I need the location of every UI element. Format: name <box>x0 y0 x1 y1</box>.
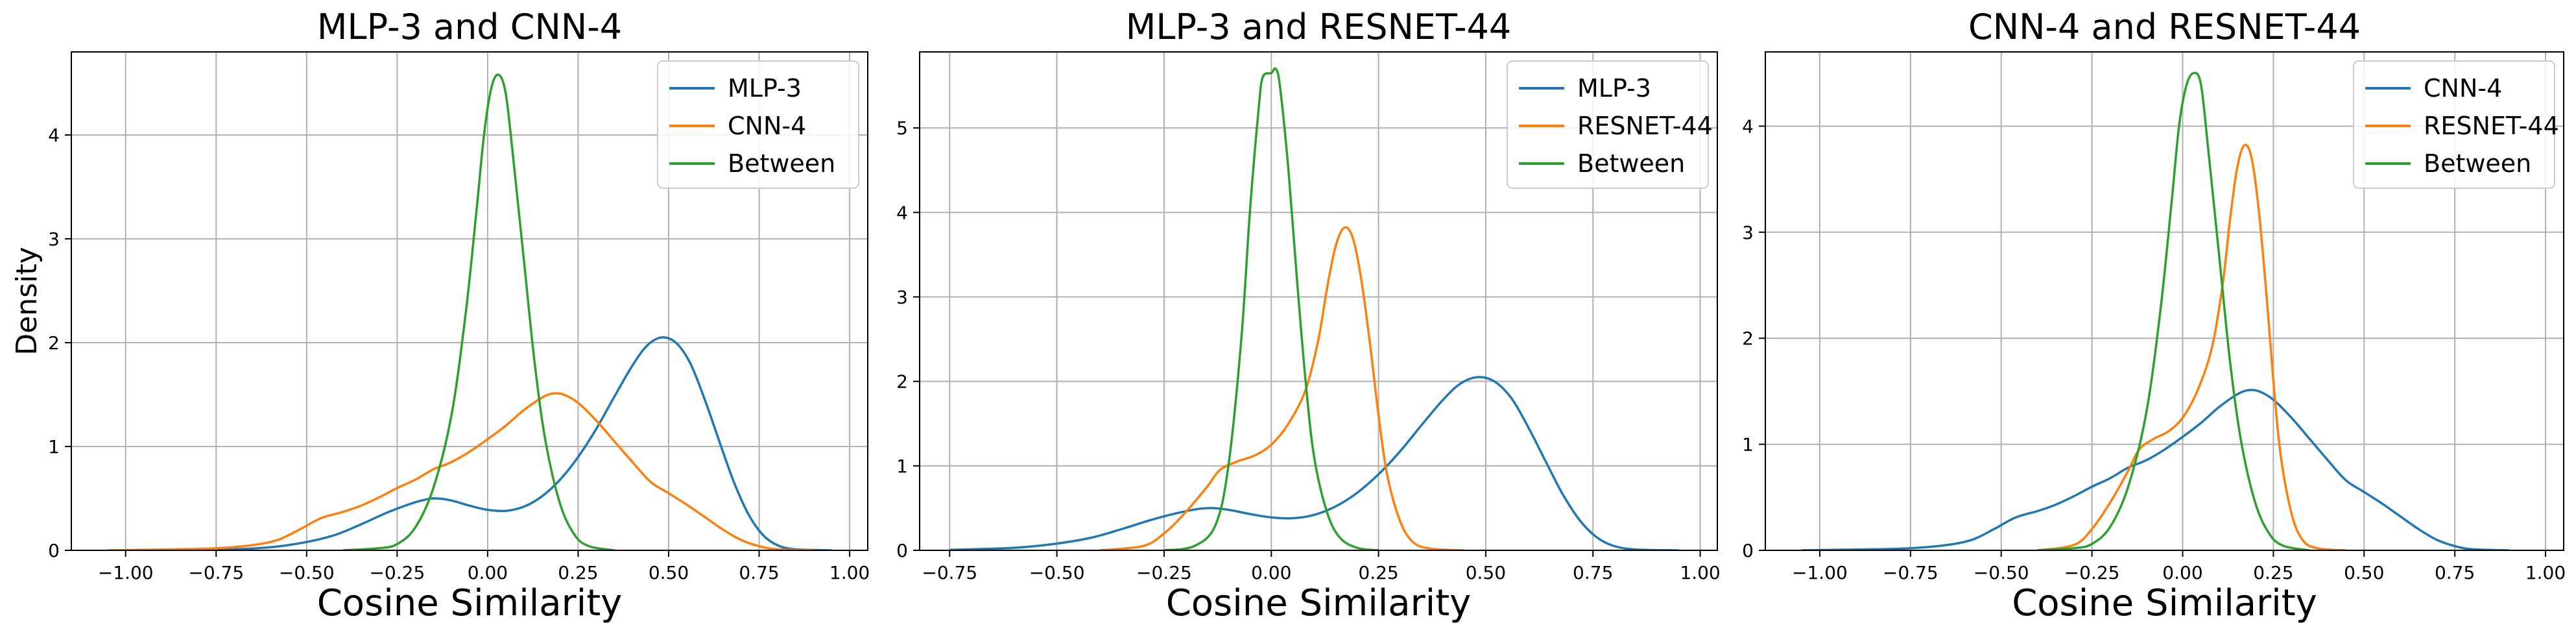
series-group <box>107 73 832 550</box>
legend-label: MLP-3 <box>728 74 802 103</box>
x-tick-label: 0.00 <box>468 562 508 583</box>
x-tick-label: −0.25 <box>369 562 425 583</box>
legend-label: CNN-4 <box>2424 74 2502 103</box>
legend-label: Between <box>1577 149 1685 178</box>
x-tick-label: 0.75 <box>2435 562 2475 583</box>
series-line-between <box>1163 67 1379 550</box>
legend-label: Between <box>728 149 835 178</box>
chart-title: CNN-4 and RESNET-44 <box>1968 6 2361 47</box>
legend: MLP-3 CNN-4 Between <box>657 60 859 189</box>
legend-box <box>657 60 859 189</box>
x-tick-label: −0.50 <box>1029 562 1085 583</box>
x-tick-label: 0.50 <box>1466 562 1506 583</box>
y-tick-label: 4 <box>48 125 60 146</box>
series-line-cnn-4 <box>1801 389 2510 550</box>
x-tick-label: 0.25 <box>558 562 598 583</box>
legend-label: Between <box>2424 149 2531 178</box>
legend-label: RESNET-44 <box>1577 112 1713 140</box>
x-tick-label: −0.25 <box>2064 562 2120 583</box>
legend-box <box>1507 60 1709 189</box>
y-tick-label: 0 <box>896 540 908 561</box>
x-axis-label: Cosine Similarity <box>1166 582 1472 624</box>
y-tick-label: 2 <box>48 332 60 354</box>
y-tick-label: 5 <box>896 117 908 139</box>
x-tick-label: 0.50 <box>2344 562 2384 583</box>
x-tick-label: 0.00 <box>1251 562 1291 583</box>
chart-panel-1: −1.00 −0.75 −0.50 −0.25 0.00 0.25 0.50 0.75 1.00… <box>10 6 870 624</box>
y-tick-label: 3 <box>48 228 60 250</box>
x-tick-label: 1.00 <box>1680 562 1720 583</box>
chart-panel-2: −0.75 −0.50 −0.25 0.00 0.25 0.50 0.75 1.00 0 1 2 3 4… <box>896 6 1721 624</box>
x-tick-label: 1.00 <box>2525 562 2566 583</box>
legend: CNN-4 RESNET-44 Between <box>2353 60 2559 189</box>
chart-panel-3: −1.00 −0.75 −0.50 −0.25 0.00 0.25 0.50 0.75 1.00… <box>1742 6 2566 624</box>
series-group <box>1801 71 2510 550</box>
legend-box <box>2353 60 2555 189</box>
legend-label: MLP-3 <box>1577 74 1651 103</box>
legend-label: RESNET-44 <box>2424 112 2559 140</box>
y-tick-label: 2 <box>1742 328 1754 349</box>
x-tick-label: 0.00 <box>2162 562 2202 583</box>
chart-title: MLP-3 and CNN-4 <box>317 6 622 47</box>
x-tick-label: 0.25 <box>2253 562 2293 583</box>
y-tick-label: 4 <box>896 202 908 223</box>
series-line-mlp-3 <box>949 376 1679 550</box>
y-tick-label: 1 <box>896 456 908 477</box>
x-tick-label: −1.00 <box>98 562 154 583</box>
x-tick-label: −0.50 <box>279 562 335 583</box>
y-tick-label: 4 <box>1742 116 1754 137</box>
series-line-resnet-44 <box>2037 143 2346 550</box>
axes-frame <box>1765 51 2564 551</box>
y-tick-label: 2 <box>896 371 908 393</box>
series-line-between <box>342 73 615 550</box>
x-tick-label: 1.00 <box>829 562 870 583</box>
x-tick-label: −0.50 <box>1974 562 2029 583</box>
y-tick-label: 1 <box>1742 434 1754 456</box>
x-tick-label: 0.50 <box>649 562 689 583</box>
y-tick-label: 3 <box>896 286 908 308</box>
legend-label: CNN-4 <box>728 112 806 140</box>
x-tick-label: −0.75 <box>188 562 244 583</box>
x-tick-label: −0.25 <box>1136 562 1192 583</box>
series-line-between <box>2037 71 2310 550</box>
series-line-mlp-3 <box>125 336 832 550</box>
legend: MLP-3 RESNET-44 Between <box>1507 60 1713 189</box>
y-axis-label: Density <box>10 247 43 355</box>
x-tick-label: 0.75 <box>1573 562 1613 583</box>
x-tick-label: −1.00 <box>1792 562 1848 583</box>
chart-title: MLP-3 and RESNET-44 <box>1126 6 1511 47</box>
axes-frame <box>919 51 1718 551</box>
y-tick-label: 3 <box>1742 222 1754 243</box>
x-tick-label: 0.25 <box>1358 562 1398 583</box>
series-line-cnn-4 <box>107 392 814 550</box>
y-tick-label: 0 <box>1742 540 1754 561</box>
x-axis-label: Cosine Similarity <box>2012 582 2317 624</box>
series-line-resnet-44 <box>1099 226 1464 550</box>
axes-frame <box>71 51 868 551</box>
x-tick-label: 0.75 <box>739 562 779 583</box>
x-axis-label: Cosine Similarity <box>317 582 623 624</box>
x-tick-label: −0.75 <box>1883 562 1938 583</box>
y-tick-label: 1 <box>48 436 60 458</box>
x-tick-label: −0.75 <box>922 562 977 583</box>
y-tick-label: 0 <box>48 540 60 561</box>
series-group <box>949 67 1679 550</box>
